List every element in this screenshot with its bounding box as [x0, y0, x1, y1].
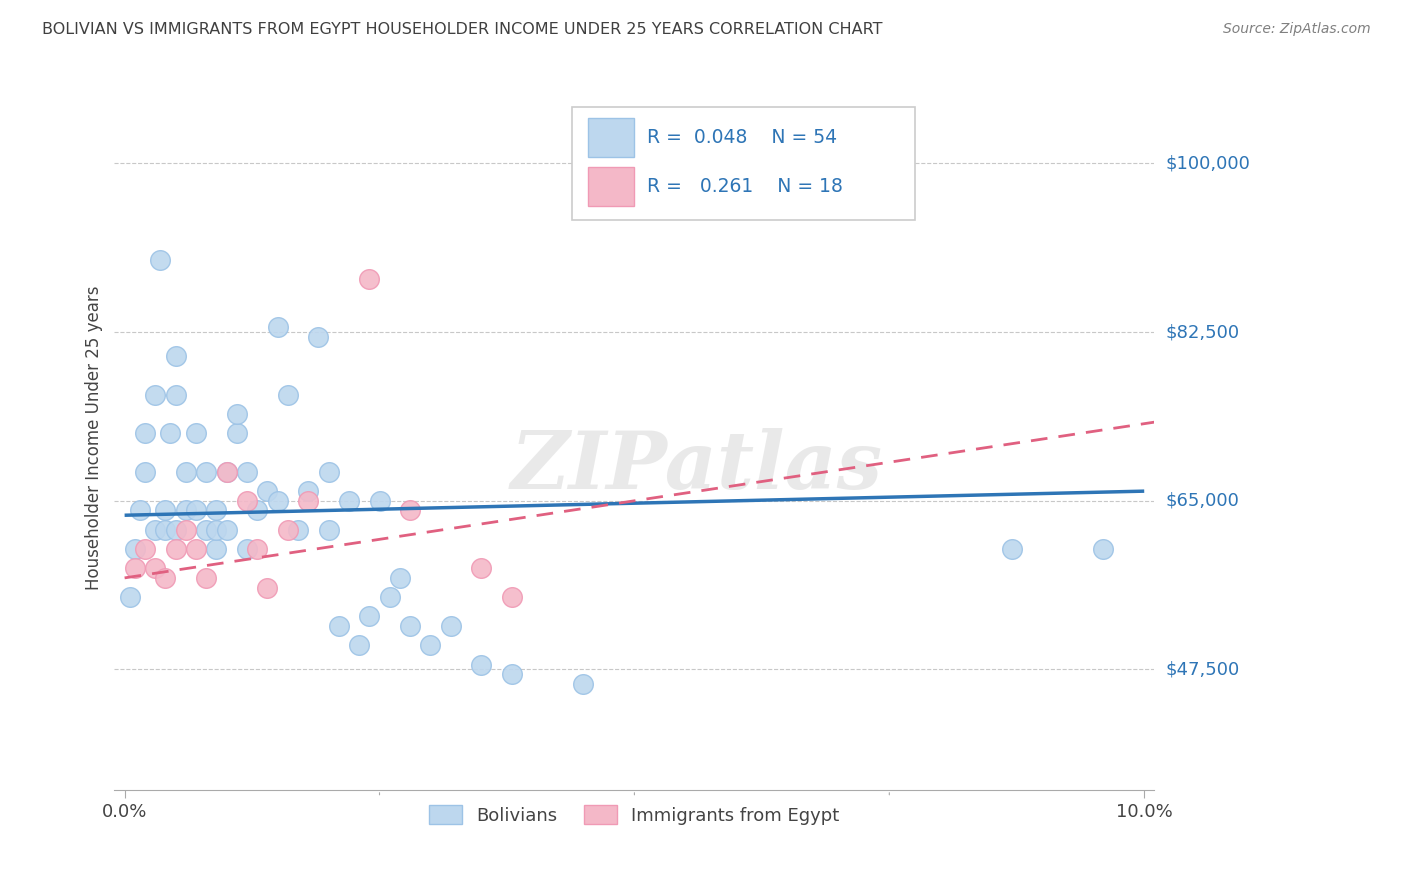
- Text: R =  0.048    N = 54: R = 0.048 N = 54: [647, 128, 837, 147]
- Point: [277, 523, 299, 537]
- Point: [246, 541, 269, 556]
- Point: [205, 503, 228, 517]
- Point: [143, 388, 166, 402]
- Point: [501, 667, 523, 681]
- Point: [184, 541, 207, 556]
- Point: [266, 320, 288, 334]
- Text: R =   0.261    N = 18: R = 0.261 N = 18: [647, 178, 842, 196]
- Point: [256, 484, 278, 499]
- Point: [277, 388, 299, 402]
- Point: [155, 523, 177, 537]
- Point: [236, 541, 259, 556]
- Point: [129, 503, 152, 517]
- Point: [359, 609, 381, 624]
- Point: [159, 426, 181, 441]
- Point: [174, 523, 197, 537]
- Point: [174, 503, 197, 517]
- Point: [155, 571, 177, 585]
- Point: [124, 541, 146, 556]
- Point: [143, 561, 166, 575]
- Point: [399, 619, 422, 633]
- Point: [165, 541, 187, 556]
- Point: [470, 657, 492, 672]
- Point: [195, 571, 218, 585]
- FancyBboxPatch shape: [572, 107, 915, 220]
- Point: [470, 561, 492, 575]
- Point: [215, 465, 238, 479]
- Point: [378, 590, 401, 604]
- FancyBboxPatch shape: [588, 118, 634, 157]
- Point: [149, 252, 172, 267]
- Point: [287, 523, 309, 537]
- Point: [328, 619, 350, 633]
- Text: $82,500: $82,500: [1166, 323, 1240, 341]
- Text: $47,500: $47,500: [1166, 660, 1240, 679]
- Point: [236, 465, 259, 479]
- Point: [359, 272, 381, 286]
- Point: [440, 619, 463, 633]
- Point: [205, 523, 228, 537]
- Point: [165, 523, 187, 537]
- Point: [347, 638, 370, 652]
- Text: $65,000: $65,000: [1166, 491, 1240, 510]
- Point: [225, 426, 247, 441]
- Point: [246, 503, 269, 517]
- Point: [399, 503, 422, 517]
- Point: [368, 493, 391, 508]
- Text: Source: ZipAtlas.com: Source: ZipAtlas.com: [1223, 22, 1371, 37]
- Point: [266, 493, 288, 508]
- Point: [318, 523, 340, 537]
- Y-axis label: Householder Income Under 25 years: Householder Income Under 25 years: [86, 286, 103, 591]
- Point: [297, 493, 319, 508]
- Point: [134, 465, 156, 479]
- Point: [236, 493, 259, 508]
- Point: [174, 465, 197, 479]
- Point: [419, 638, 441, 652]
- Point: [143, 523, 166, 537]
- Point: [165, 388, 187, 402]
- Point: [205, 541, 228, 556]
- Point: [118, 590, 141, 604]
- Point: [1092, 541, 1115, 556]
- Point: [155, 503, 177, 517]
- Point: [1001, 541, 1024, 556]
- Point: [318, 465, 340, 479]
- Text: ZIPatlas: ZIPatlas: [510, 427, 883, 505]
- Point: [225, 407, 247, 421]
- Point: [256, 581, 278, 595]
- Point: [501, 590, 523, 604]
- Point: [165, 349, 187, 363]
- Text: BOLIVIAN VS IMMIGRANTS FROM EGYPT HOUSEHOLDER INCOME UNDER 25 YEARS CORRELATION : BOLIVIAN VS IMMIGRANTS FROM EGYPT HOUSEH…: [42, 22, 883, 37]
- Point: [184, 426, 207, 441]
- Point: [337, 493, 360, 508]
- Point: [297, 484, 319, 499]
- Point: [134, 541, 156, 556]
- Text: $100,000: $100,000: [1166, 154, 1250, 172]
- Legend: Bolivians, Immigrants from Egypt: Bolivians, Immigrants from Egypt: [420, 796, 849, 834]
- Point: [307, 330, 329, 344]
- Point: [215, 465, 238, 479]
- Point: [195, 523, 218, 537]
- FancyBboxPatch shape: [588, 168, 634, 206]
- Point: [184, 503, 207, 517]
- Point: [572, 677, 595, 691]
- Point: [134, 426, 156, 441]
- Point: [195, 465, 218, 479]
- Point: [124, 561, 146, 575]
- Point: [388, 571, 411, 585]
- Point: [215, 523, 238, 537]
